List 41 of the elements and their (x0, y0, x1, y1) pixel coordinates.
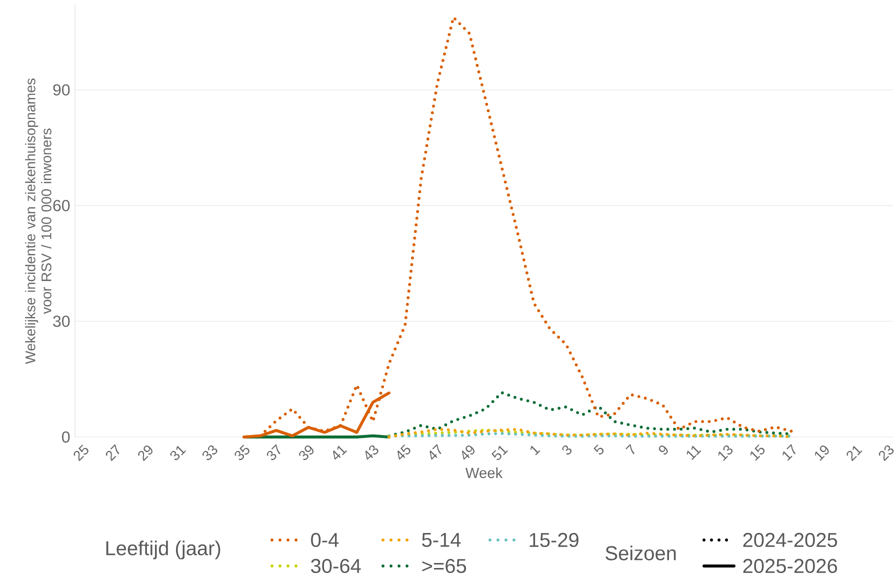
y-tick-label: 30 (53, 316, 70, 327)
x-tick-label: 45 (397, 444, 410, 460)
x-axis-title: Week (465, 467, 503, 478)
x-tick-label: 1 (530, 446, 540, 456)
x-tick-label: 29 (138, 446, 152, 462)
x-tick-label: 15 (750, 444, 765, 461)
x-tick-label: 7 (626, 444, 635, 454)
x-tick-label: 49 (462, 446, 475, 460)
legend-title: Leeftijd (jaar) (106, 540, 220, 560)
y-axis-title: Wekelijkse incidentie van ziekenhuisopnames voor RSV / 100 000 inwoners (25, 78, 52, 364)
x-tick-label: 13 (718, 445, 733, 461)
legend-label: >=65 (422, 558, 466, 574)
x-tick-label: 41 (333, 446, 348, 460)
legend-label: 5-14 (422, 533, 461, 547)
y-tick-label: 0 (62, 431, 70, 443)
x-tick-label: 35 (234, 444, 250, 460)
x-tick-label: 23 (878, 445, 894, 462)
x-tick-label: 21 (846, 446, 862, 462)
x-tick-label: 37 (266, 444, 280, 460)
x-tick-label: 47 (430, 444, 442, 460)
x-tick-label: 9 (658, 446, 668, 455)
x-tick-label: 39 (299, 446, 314, 460)
text: Seizoen (606, 546, 676, 560)
text: 2024-2025 (743, 532, 838, 548)
x-tick-label: 19 (814, 446, 829, 461)
legend-label: 0-4 (311, 532, 339, 548)
legend-label: 30-64 (311, 558, 361, 574)
legend-label: 15-29 (530, 532, 578, 548)
text: 2025-2026 (743, 558, 838, 574)
y-tick-label: 60 (53, 200, 70, 212)
x-tick-label: 33 (202, 445, 218, 460)
x-tick-label: 27 (106, 444, 120, 462)
x-tick-label: 3 (562, 445, 572, 455)
x-tick-label: 5 (594, 444, 604, 455)
x-tick-label: 43 (365, 445, 378, 460)
x-tick-label: 11 (686, 446, 702, 460)
x-tick-label: 17 (782, 444, 796, 461)
x-tick-label: 31 (170, 446, 186, 460)
x-tick-label: 25 (74, 444, 88, 462)
y-tick-label: 90 (53, 84, 70, 96)
x-tick-label: 51 (492, 446, 508, 460)
